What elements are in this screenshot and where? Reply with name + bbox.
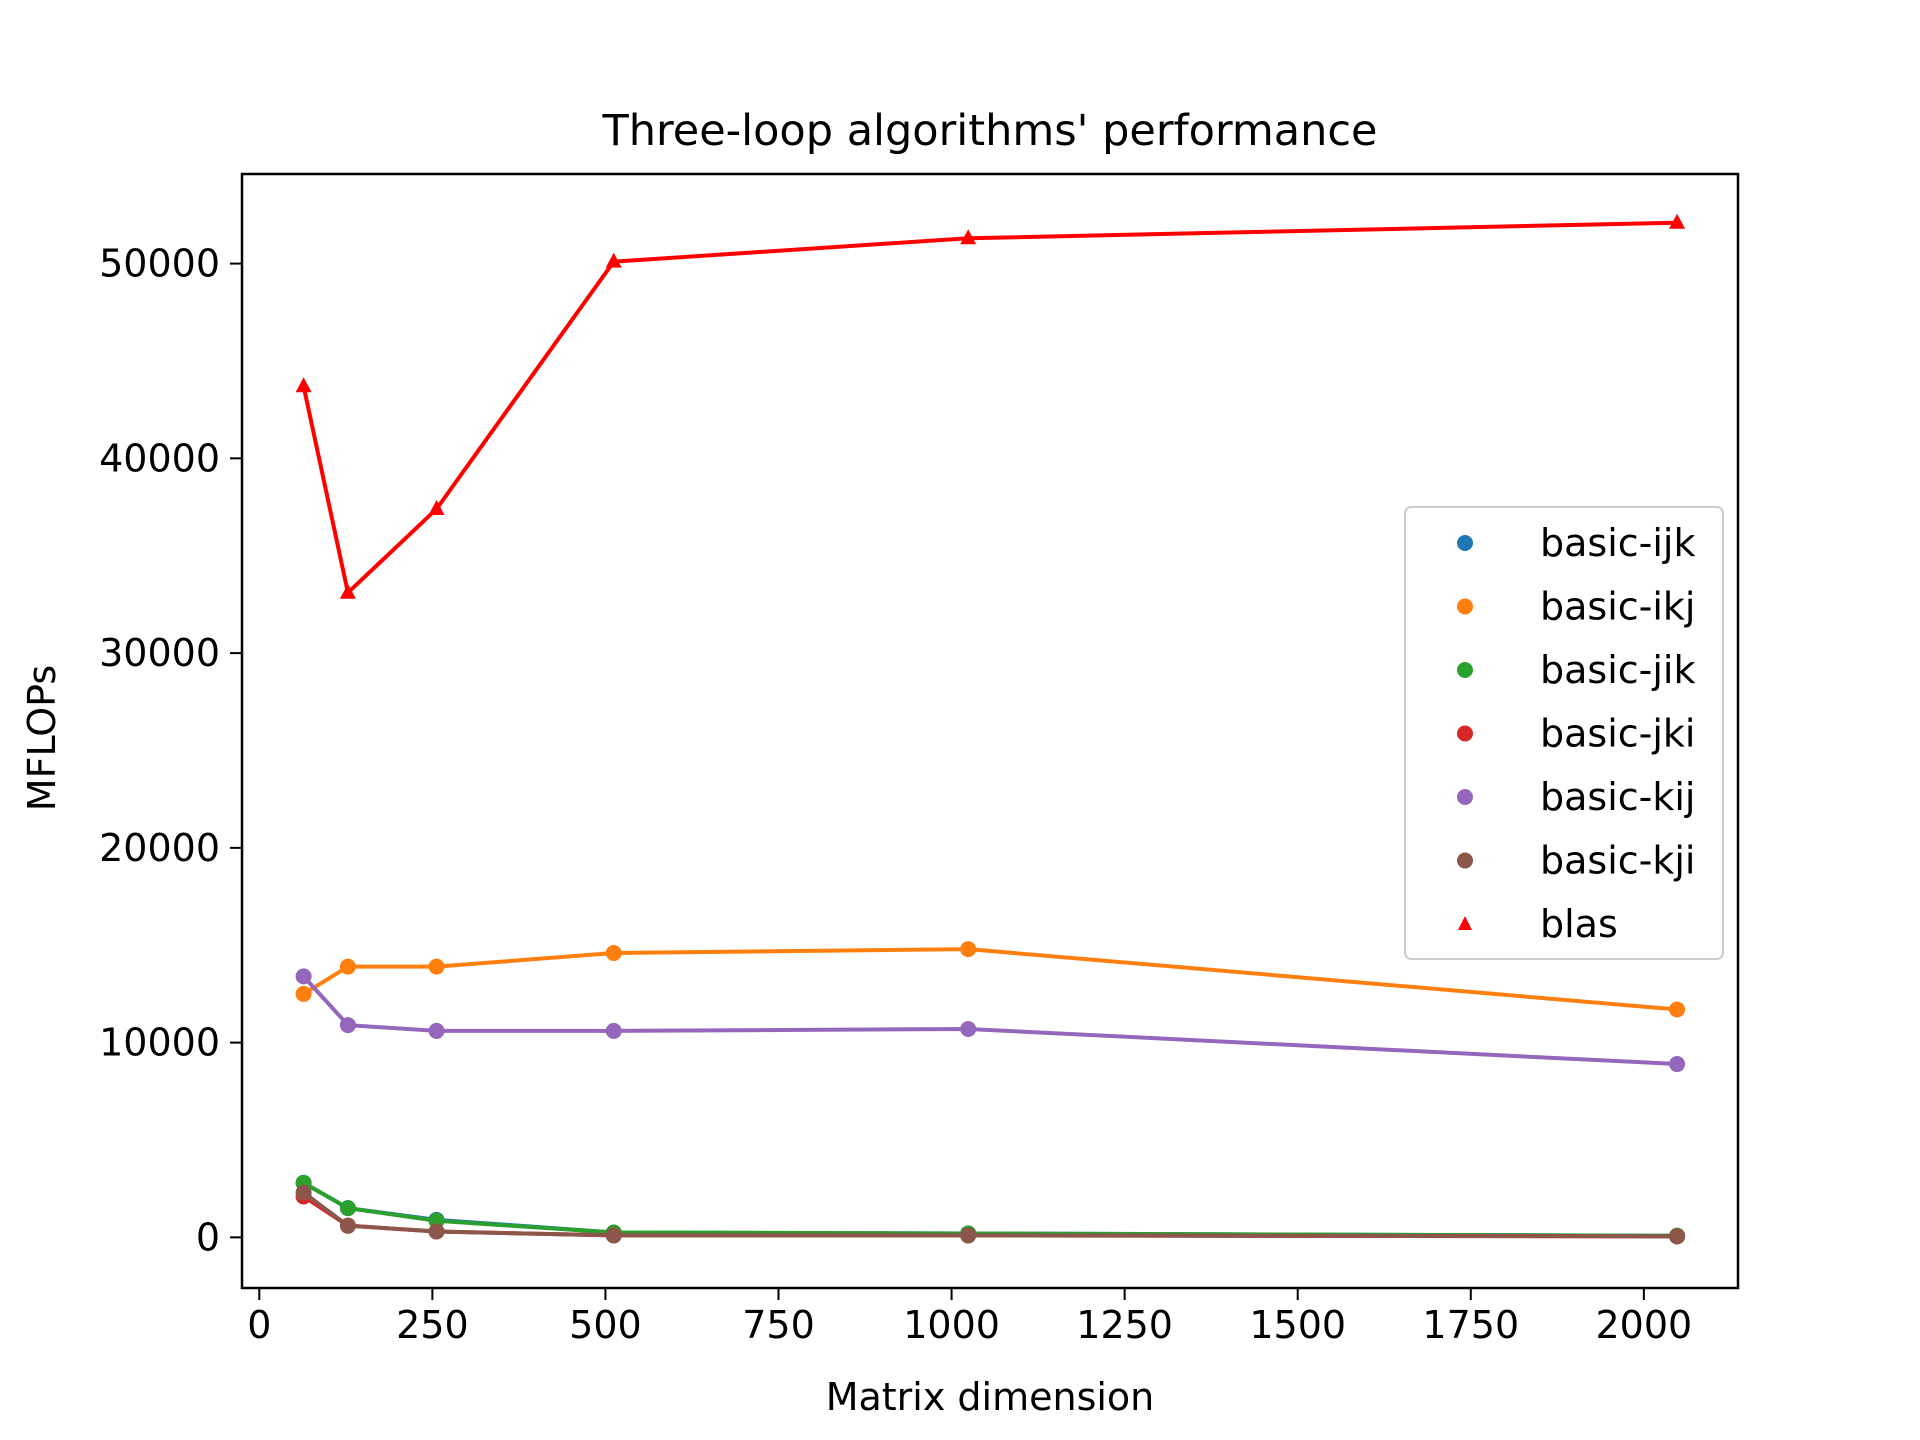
data-point (605, 1022, 622, 1039)
legend-item-basic-ijk: basic-ijk (1457, 521, 1696, 565)
data-point (605, 252, 622, 268)
data-point (605, 1227, 622, 1244)
plot-frame (240, 172, 1740, 1290)
data-point (428, 1022, 445, 1039)
data-point (295, 968, 312, 985)
y-tick-label: 30000 (99, 631, 220, 675)
y-tick-label: 50000 (99, 242, 220, 286)
y-axis-ticks: 0 10000 20000 30000 40000 50000 (99, 242, 242, 1259)
data-point (295, 1184, 312, 1201)
x-axis-label: Matrix dimension (826, 1375, 1155, 1419)
data-point (1669, 1001, 1686, 1018)
legend-label: blas (1540, 902, 1618, 946)
x-tick-label: 750 (742, 1303, 815, 1347)
data-point (960, 229, 977, 245)
x-tick-label: 1250 (1076, 1303, 1173, 1347)
series-line (302, 975, 1678, 1067)
legend-label: basic-ijk (1540, 521, 1696, 565)
legend-marker (1457, 789, 1473, 805)
legend-marker (1457, 535, 1473, 551)
series-basic-kij (295, 968, 1686, 1073)
legend-marker (1457, 725, 1473, 742)
data-point (339, 958, 356, 975)
data-point (339, 1200, 356, 1217)
data-point (1669, 213, 1686, 229)
data-point (1669, 1228, 1686, 1245)
series-line (302, 1181, 1678, 1238)
legend-box (1404, 506, 1724, 960)
series-line (301, 220, 1678, 595)
series-basic-kji (295, 1184, 1686, 1245)
y-tick-label: 10000 (99, 1021, 220, 1065)
data-point (339, 1217, 356, 1234)
legend-label: basic-jik (1540, 648, 1696, 692)
series-line (302, 1181, 1678, 1238)
legend-item-basic-kij: basic-kij (1457, 775, 1696, 819)
legend-marker (1458, 916, 1472, 930)
y-tick-label: 20000 (99, 826, 220, 870)
chart-title: Three-loop algorithms' performance (601, 106, 1377, 156)
data-point (960, 941, 977, 958)
legend-marker (1457, 598, 1473, 615)
series-blas (295, 213, 1686, 599)
x-tick-label: 1000 (903, 1303, 1000, 1347)
data-point (428, 1223, 445, 1240)
series-line (302, 947, 1678, 1012)
legend-item-basic-jki: basic-jki (1457, 712, 1696, 756)
series-basic-ikj (295, 941, 1686, 1018)
data-point (960, 1020, 977, 1037)
y-axis-label: MFLOPs (20, 665, 64, 811)
legend-label: basic-kij (1540, 775, 1696, 819)
series-line (302, 1194, 1678, 1239)
data-point (428, 499, 445, 515)
data-point (339, 1017, 356, 1034)
legend-marker (1457, 662, 1473, 678)
x-tick-label: 250 (396, 1303, 469, 1347)
legend-label: basic-kji (1540, 839, 1696, 883)
x-tick-label: 1500 (1249, 1303, 1346, 1347)
legend-item-basic-kji: basic-kji (1457, 839, 1696, 883)
data-point (295, 985, 312, 1002)
data-point (605, 945, 622, 962)
x-tick-label: 0 (247, 1303, 271, 1347)
data-point (295, 377, 312, 393)
x-axis-ticks: 0 250 500 750 1000 1250 1500 1750 2000 (247, 1288, 1692, 1347)
legend: basic-ijk basic-ikj basic-jik basic-jki basi… (1404, 506, 1724, 960)
data-point (428, 958, 445, 975)
data-point (1669, 1056, 1686, 1073)
y-tick-label: 40000 (99, 436, 220, 480)
legend-label: basic-jki (1540, 712, 1696, 756)
x-tick-label: 500 (569, 1303, 642, 1347)
series-line (302, 1190, 1678, 1239)
y-tick-label: 0 (196, 1215, 220, 1259)
legend-marker (1457, 852, 1473, 869)
legend-item-blas: blas (1458, 902, 1618, 946)
x-tick-label: 2000 (1595, 1303, 1692, 1347)
legend-label: basic-ikj (1540, 585, 1696, 629)
legend-item-basic-ikj: basic-ikj (1457, 585, 1696, 629)
legend-item-basic-jik: basic-jik (1457, 648, 1696, 692)
data-point (960, 1227, 977, 1244)
data-point (339, 583, 356, 599)
plot-area (295, 213, 1686, 1245)
x-tick-label: 1750 (1422, 1303, 1519, 1347)
